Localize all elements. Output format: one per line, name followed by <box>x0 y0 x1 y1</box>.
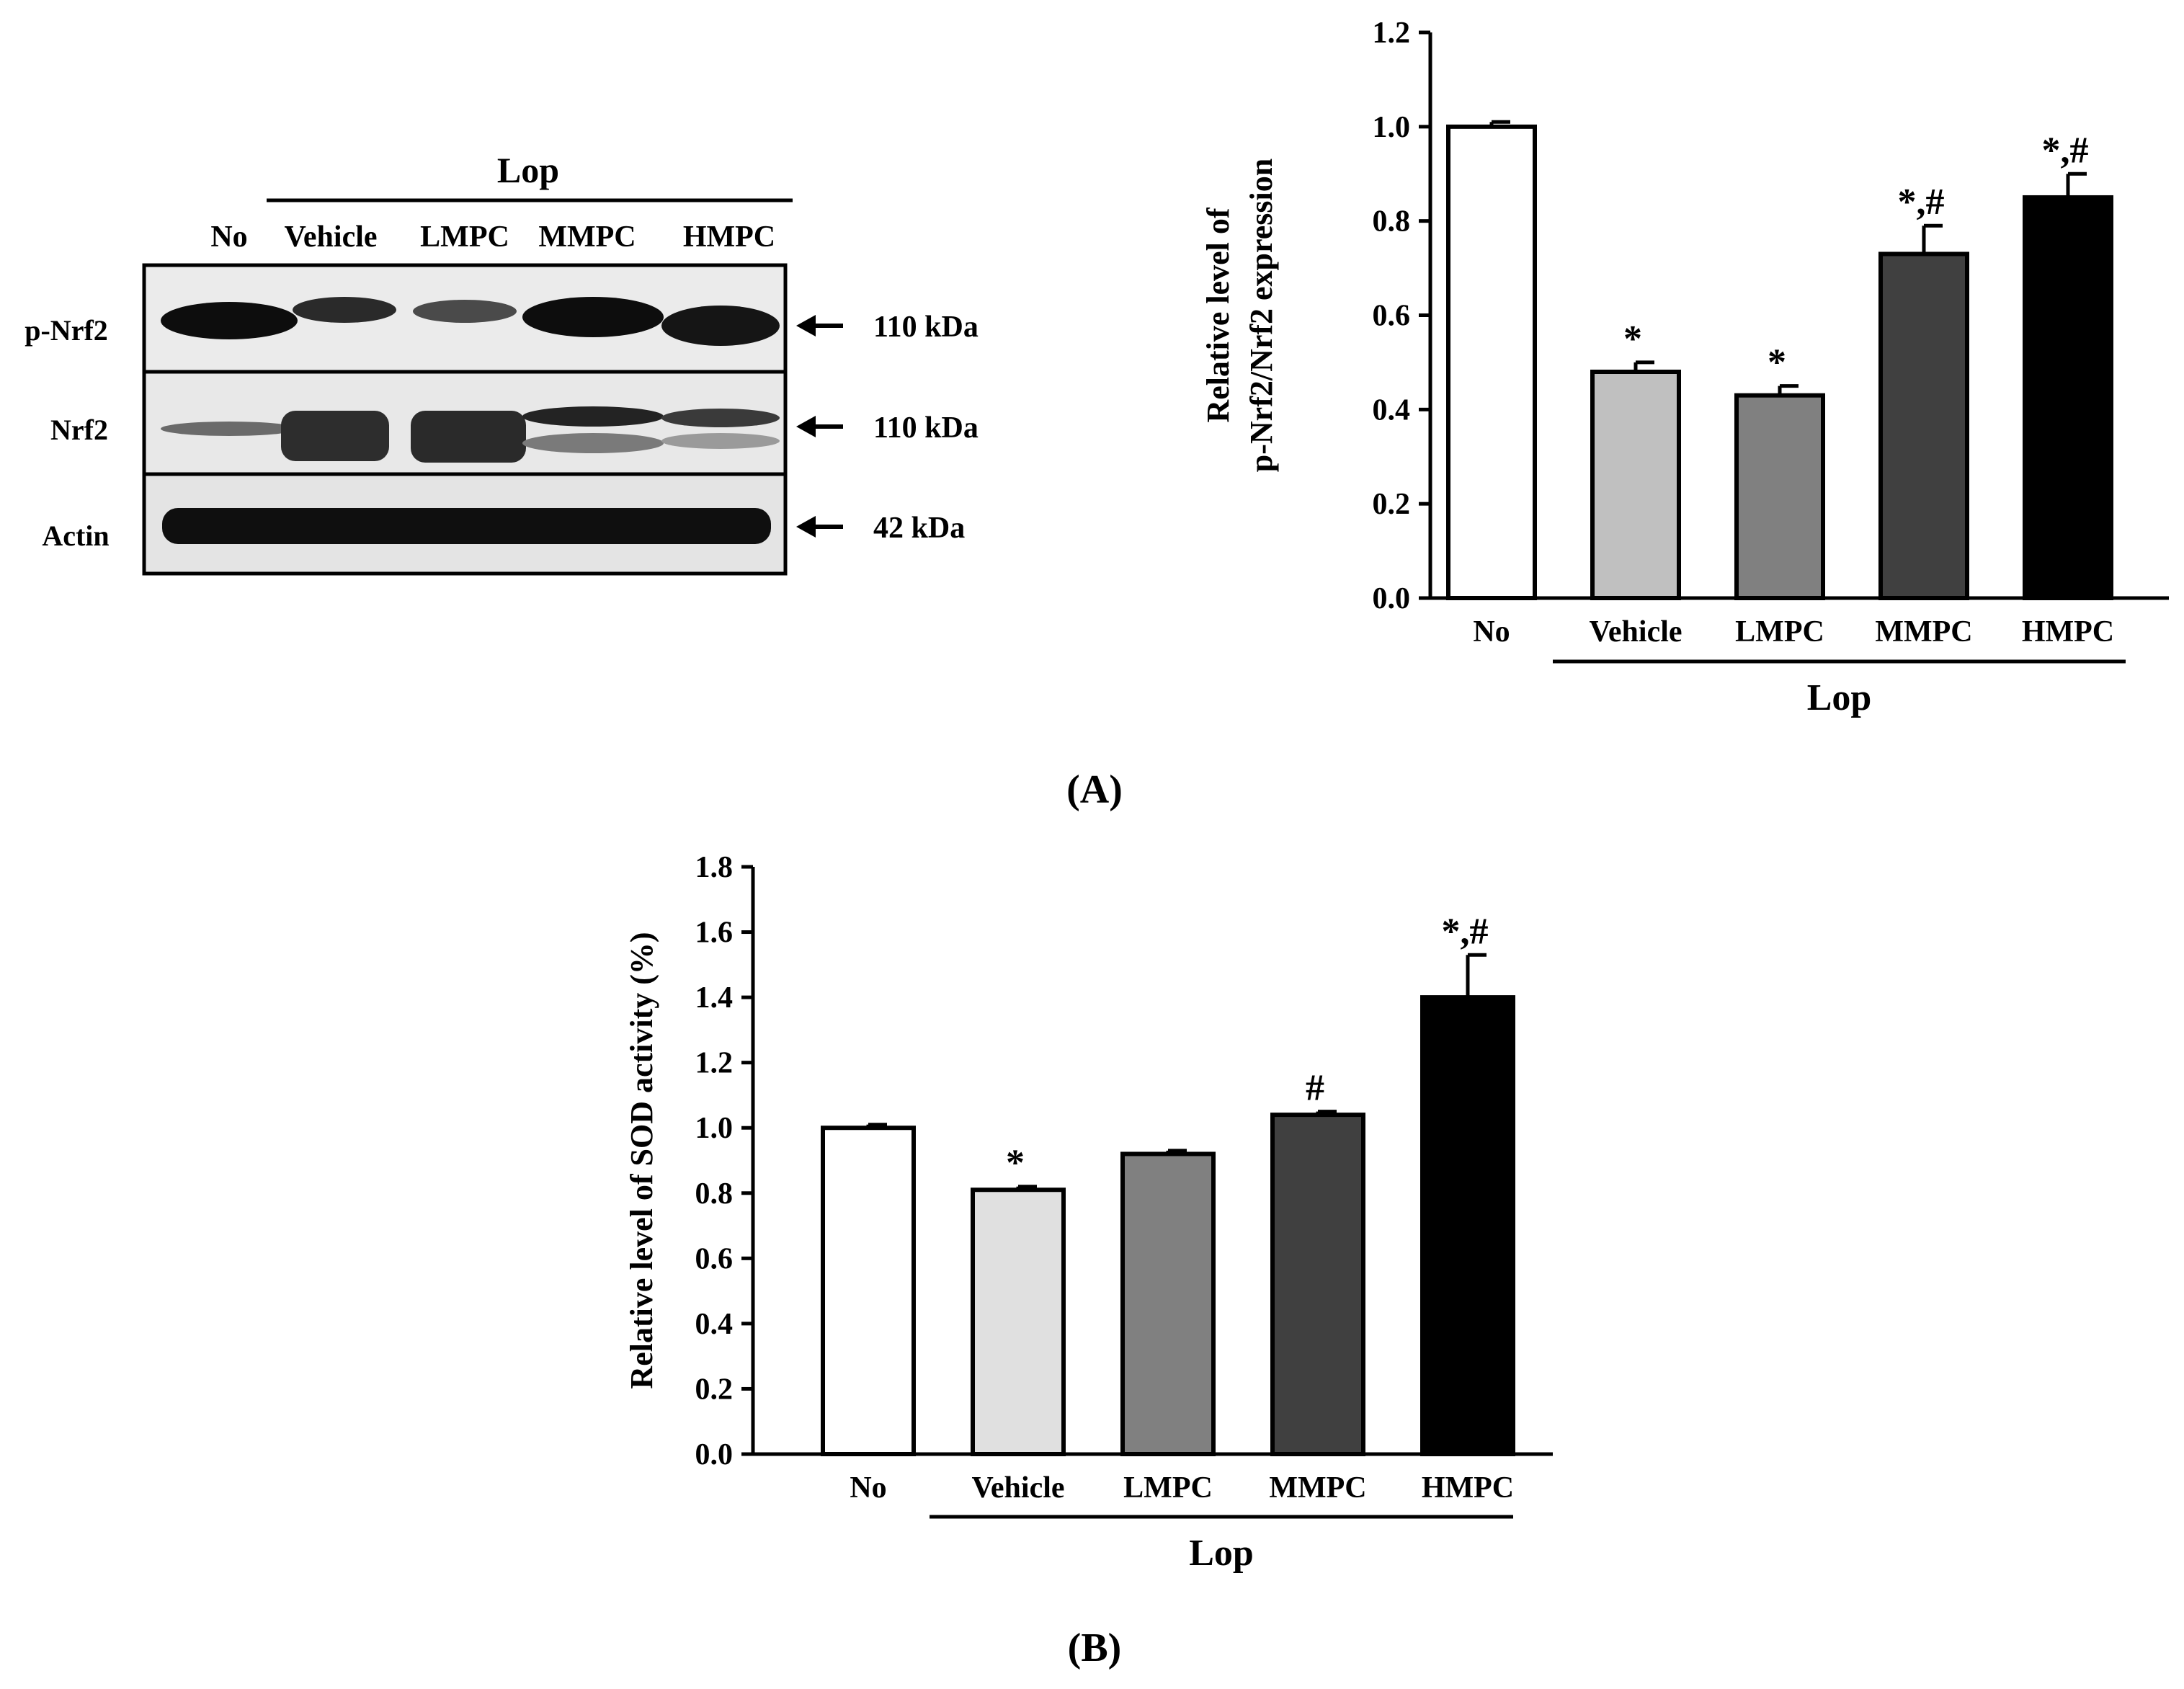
y-tick-label: 1.2 <box>1373 17 1411 50</box>
blot-band <box>413 300 517 323</box>
significance-label: *,# <box>1898 182 1945 223</box>
group-label: Lop <box>1807 677 1872 718</box>
bar-lmpc <box>1734 393 1825 600</box>
blot-band <box>522 406 664 427</box>
blot-band <box>661 306 780 346</box>
y-axis-label: Relative level of SOD activity (%) <box>624 932 659 1389</box>
significance-label: * <box>1006 1143 1025 1184</box>
bar-no <box>1446 124 1537 601</box>
bar-hmpc <box>2023 195 2113 601</box>
blot-row-label: Actin <box>42 520 109 552</box>
blot-band <box>161 302 298 339</box>
x-tick-label: MMPC <box>1875 615 1972 649</box>
x-tick-label: HMPC <box>2022 615 2114 649</box>
group-label: Lop <box>1189 1533 1254 1574</box>
arrow-left-icon <box>796 516 843 538</box>
panel-label-b: (B) <box>1068 1626 1122 1670</box>
y-tick-label: 0.6 <box>695 1242 734 1275</box>
arrow-left-icon <box>796 315 843 337</box>
y-tick-label: 1.2 <box>695 1047 734 1080</box>
bar-vehicle <box>971 1187 1066 1456</box>
chart-b: 0.0 0.2 0.4 0.6 0.8 1.0 1.2 1.4 1.6 1.8 Relative l… <box>624 851 1553 1574</box>
y-tick-label: 0.8 <box>1373 205 1411 239</box>
blot-band <box>281 411 389 461</box>
blot-lane-label: LMPC <box>420 220 509 254</box>
y-tick-label: 1.4 <box>695 981 734 1015</box>
blot-lane-label: HMPC <box>683 220 775 254</box>
significance-label: # <box>1306 1068 1324 1109</box>
bar-hmpc <box>1420 995 1515 1456</box>
y-tick-label: 0.8 <box>695 1177 734 1211</box>
blot-size-label: 110 kDa <box>873 311 979 344</box>
panel-label-a: (A) <box>1066 767 1123 812</box>
x-tick-label: LMPC <box>1735 615 1824 649</box>
chart-a: 0.0 0.2 0.4 0.6 0.8 1.0 1.2 Relative level of p-… <box>1200 17 2169 718</box>
blot-lane-label: MMPC <box>538 220 636 254</box>
significance-label: * <box>1623 318 1642 360</box>
y-tick-label: 0.6 <box>1373 300 1411 333</box>
y-tick-label: 0.2 <box>695 1373 734 1406</box>
blot-band <box>162 508 771 544</box>
x-tick-label: HMPC <box>1422 1471 1514 1505</box>
blot-group-label: Lop <box>497 150 559 190</box>
x-tick-label: MMPC <box>1269 1471 1366 1505</box>
y-tick-label: 1.6 <box>695 917 734 950</box>
bar-vehicle <box>1590 370 1681 600</box>
y-tick-label: 0.2 <box>1373 488 1411 521</box>
arrow-left-icon <box>796 416 843 437</box>
blot-band <box>411 411 526 463</box>
y-axis-label: p-Nrf2/Nrf2 expression <box>1244 159 1279 472</box>
blot-row-label: Nrf2 <box>50 414 108 446</box>
bar-mmpc <box>1270 1113 1365 1456</box>
blot-lane-label: No <box>210 220 247 254</box>
bar-no <box>821 1126 916 1456</box>
x-tick-label: No <box>850 1471 886 1505</box>
y-tick-label: 0.0 <box>1373 582 1411 615</box>
western-blot: Lop No Vehicle LMPC MMPC HMPC p-Nrf2 Nrf… <box>24 150 979 576</box>
x-tick-label: No <box>1473 615 1510 649</box>
blot-lane-label: Vehicle <box>284 220 377 254</box>
y-tick-label: 0.4 <box>695 1308 734 1341</box>
x-tick-label: LMPC <box>1123 1471 1213 1505</box>
blot-band <box>293 297 396 323</box>
blot-size-label: 110 kDa <box>873 411 979 445</box>
blot-band <box>661 433 780 449</box>
y-tick-label: 0.4 <box>1373 393 1411 427</box>
y-tick-label: 1.0 <box>695 1112 734 1145</box>
significance-label: * <box>1768 342 1786 383</box>
bar-mmpc <box>1878 251 1969 600</box>
blot-row-label: p-Nrf2 <box>24 314 108 347</box>
x-tick-label: Vehicle <box>1589 615 1682 649</box>
x-tick-label: Vehicle <box>971 1471 1064 1505</box>
blot-band <box>522 297 664 337</box>
y-tick-label: 0.0 <box>695 1438 734 1471</box>
blot-band <box>661 409 780 427</box>
significance-label: *,# <box>1442 911 1489 952</box>
significance-label: *,# <box>2042 130 2089 171</box>
y-tick-label: 1.8 <box>695 851 734 884</box>
blot-band <box>522 433 664 453</box>
blot-band <box>161 422 298 436</box>
y-tick-label: 1.0 <box>1373 111 1411 144</box>
y-axis-label: Relative level of <box>1200 207 1236 422</box>
blot-size-label: 42 kDa <box>873 512 965 545</box>
bar-lmpc <box>1120 1151 1216 1456</box>
